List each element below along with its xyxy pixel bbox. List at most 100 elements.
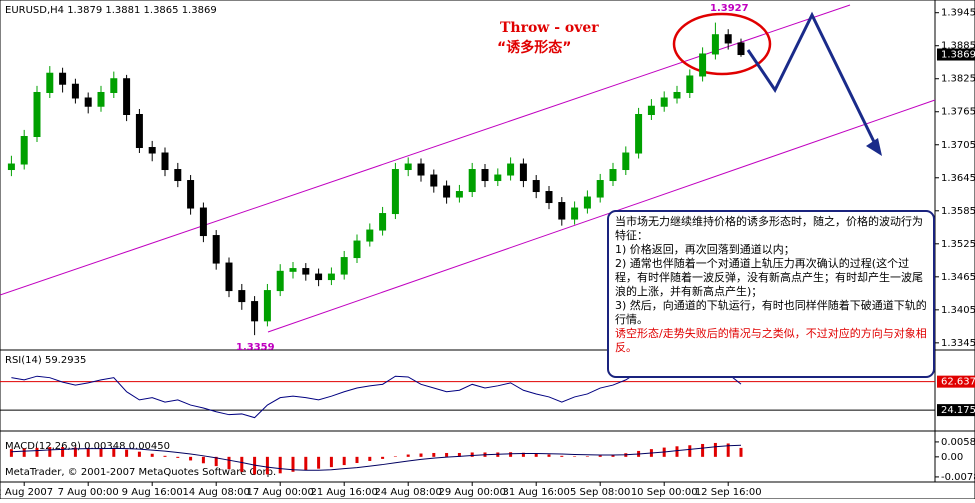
macd-bar <box>342 456 346 466</box>
candle-body <box>711 34 719 55</box>
candle-body <box>20 136 28 165</box>
candle-body <box>417 163 425 176</box>
candle-body <box>468 169 476 193</box>
candle-body <box>443 185 451 198</box>
candle-body <box>609 169 617 182</box>
price-tag-label: 1.3869 <box>941 50 975 61</box>
candle-body <box>353 240 361 259</box>
macd-bar <box>189 456 193 461</box>
macd-bar <box>406 454 410 457</box>
candle-body <box>110 78 118 93</box>
candle-body <box>123 78 131 115</box>
macd-bar <box>381 456 385 459</box>
panel-title: RSI(14) 59.2935 <box>5 355 86 366</box>
macd-bar <box>355 456 359 464</box>
candle-body <box>583 196 591 209</box>
candle-body <box>622 152 630 171</box>
note-line: 3) 然后，向通道的下轨运行，有时也同样伴随着下破通道下轨的行情。 <box>615 299 927 326</box>
macd-bar <box>291 456 295 472</box>
candle-body <box>699 53 707 77</box>
macd-bar <box>150 453 154 457</box>
candle-body <box>430 174 438 187</box>
candle-body <box>404 163 412 171</box>
candle-body <box>379 213 387 231</box>
y-tick-label: -0.0078 <box>941 472 975 483</box>
macd-bar <box>470 452 474 457</box>
macd-bar <box>611 454 615 457</box>
x-tick-label: 9 Aug 16:00 <box>122 487 183 498</box>
y-tick-label: 1.3525 <box>941 239 975 250</box>
candle-body <box>481 169 489 182</box>
y-tick-label: 1.3825 <box>941 74 975 85</box>
note-line: 诱空形态/走势失败后的情况与之类似，不过对应的方向与对象相反。 <box>615 327 927 354</box>
candle-body <box>84 97 92 107</box>
macd-bar <box>265 456 269 475</box>
y-tick-label: 1.3405 <box>941 305 975 316</box>
candle-body <box>251 301 259 322</box>
signal-line <box>11 444 742 471</box>
macd-bar <box>547 454 551 457</box>
candle-body <box>455 191 463 198</box>
y-tick-label: 1.3765 <box>941 107 975 118</box>
candle-body <box>366 229 374 242</box>
annotation: 1.3359 <box>236 342 275 353</box>
x-tick-label: 14 Aug 08:00 <box>182 487 249 498</box>
candle-body <box>225 262 233 292</box>
candle-body <box>187 180 195 209</box>
macd-bar <box>214 456 218 467</box>
candle-body <box>212 235 220 264</box>
macd-bar <box>61 447 65 457</box>
x-tick-label: 12 Sep 16:00 <box>695 487 762 498</box>
y-tick-label: 1.3945 <box>941 8 975 19</box>
candle-body <box>391 169 399 215</box>
macd-bar <box>688 445 692 457</box>
note-line: 1) 价格返回，再次回落到通道以内； <box>615 243 795 256</box>
x-tick-label: 21 Aug 16:00 <box>310 487 377 498</box>
y-tick-label: 1.3885 <box>941 41 975 52</box>
x-tick-label: 2 Aug 2007 <box>0 487 53 498</box>
x-tick-label: 7 Aug 00:00 <box>58 487 119 498</box>
y-tick-label: 1.3585 <box>941 206 975 217</box>
candle-body <box>71 83 79 99</box>
macd-bar <box>739 447 743 457</box>
x-tick-label: 17 Aug 00:00 <box>246 487 313 498</box>
candle-body <box>97 91 105 107</box>
candle-body <box>571 207 579 220</box>
candle-body <box>660 97 668 107</box>
macd-bar <box>713 442 717 457</box>
candle-body <box>276 270 284 292</box>
level-tag <box>937 404 975 417</box>
macd-bar <box>432 452 436 457</box>
macd-bar <box>240 456 244 472</box>
candle-body <box>161 152 169 171</box>
highlight-ellipse <box>672 12 772 76</box>
macd-bar <box>368 456 372 461</box>
candle-body <box>59 72 67 85</box>
candle-body <box>673 91 681 99</box>
macd-bar <box>304 456 308 471</box>
level-tag <box>937 375 975 388</box>
candle-body <box>7 163 15 171</box>
y-tick-label: 1.3345 <box>941 338 975 349</box>
macd-bar <box>445 452 449 457</box>
macd-bar <box>560 455 564 457</box>
candle-body <box>33 91 41 138</box>
forecast-arrow <box>746 11 880 151</box>
candle-body <box>635 113 643 154</box>
candle-body <box>686 75 694 93</box>
macd-bar <box>726 443 730 457</box>
macd-bar <box>22 448 26 457</box>
candle-body <box>238 290 246 303</box>
candle-body <box>135 113 143 149</box>
x-tick-label: 10 Sep 00:00 <box>631 487 698 498</box>
macd-bar <box>86 448 90 457</box>
macd-bar <box>48 447 52 457</box>
panel-title: MACD(12,26,9) 0.00348 0.00450 <box>5 441 170 452</box>
candle-body <box>532 180 540 193</box>
macd-bar <box>278 456 282 474</box>
macd-bar <box>112 448 116 457</box>
channel-upper <box>0 4 851 296</box>
macd-bar <box>585 456 589 457</box>
candle-body <box>263 290 271 322</box>
macd-bar <box>253 456 257 475</box>
